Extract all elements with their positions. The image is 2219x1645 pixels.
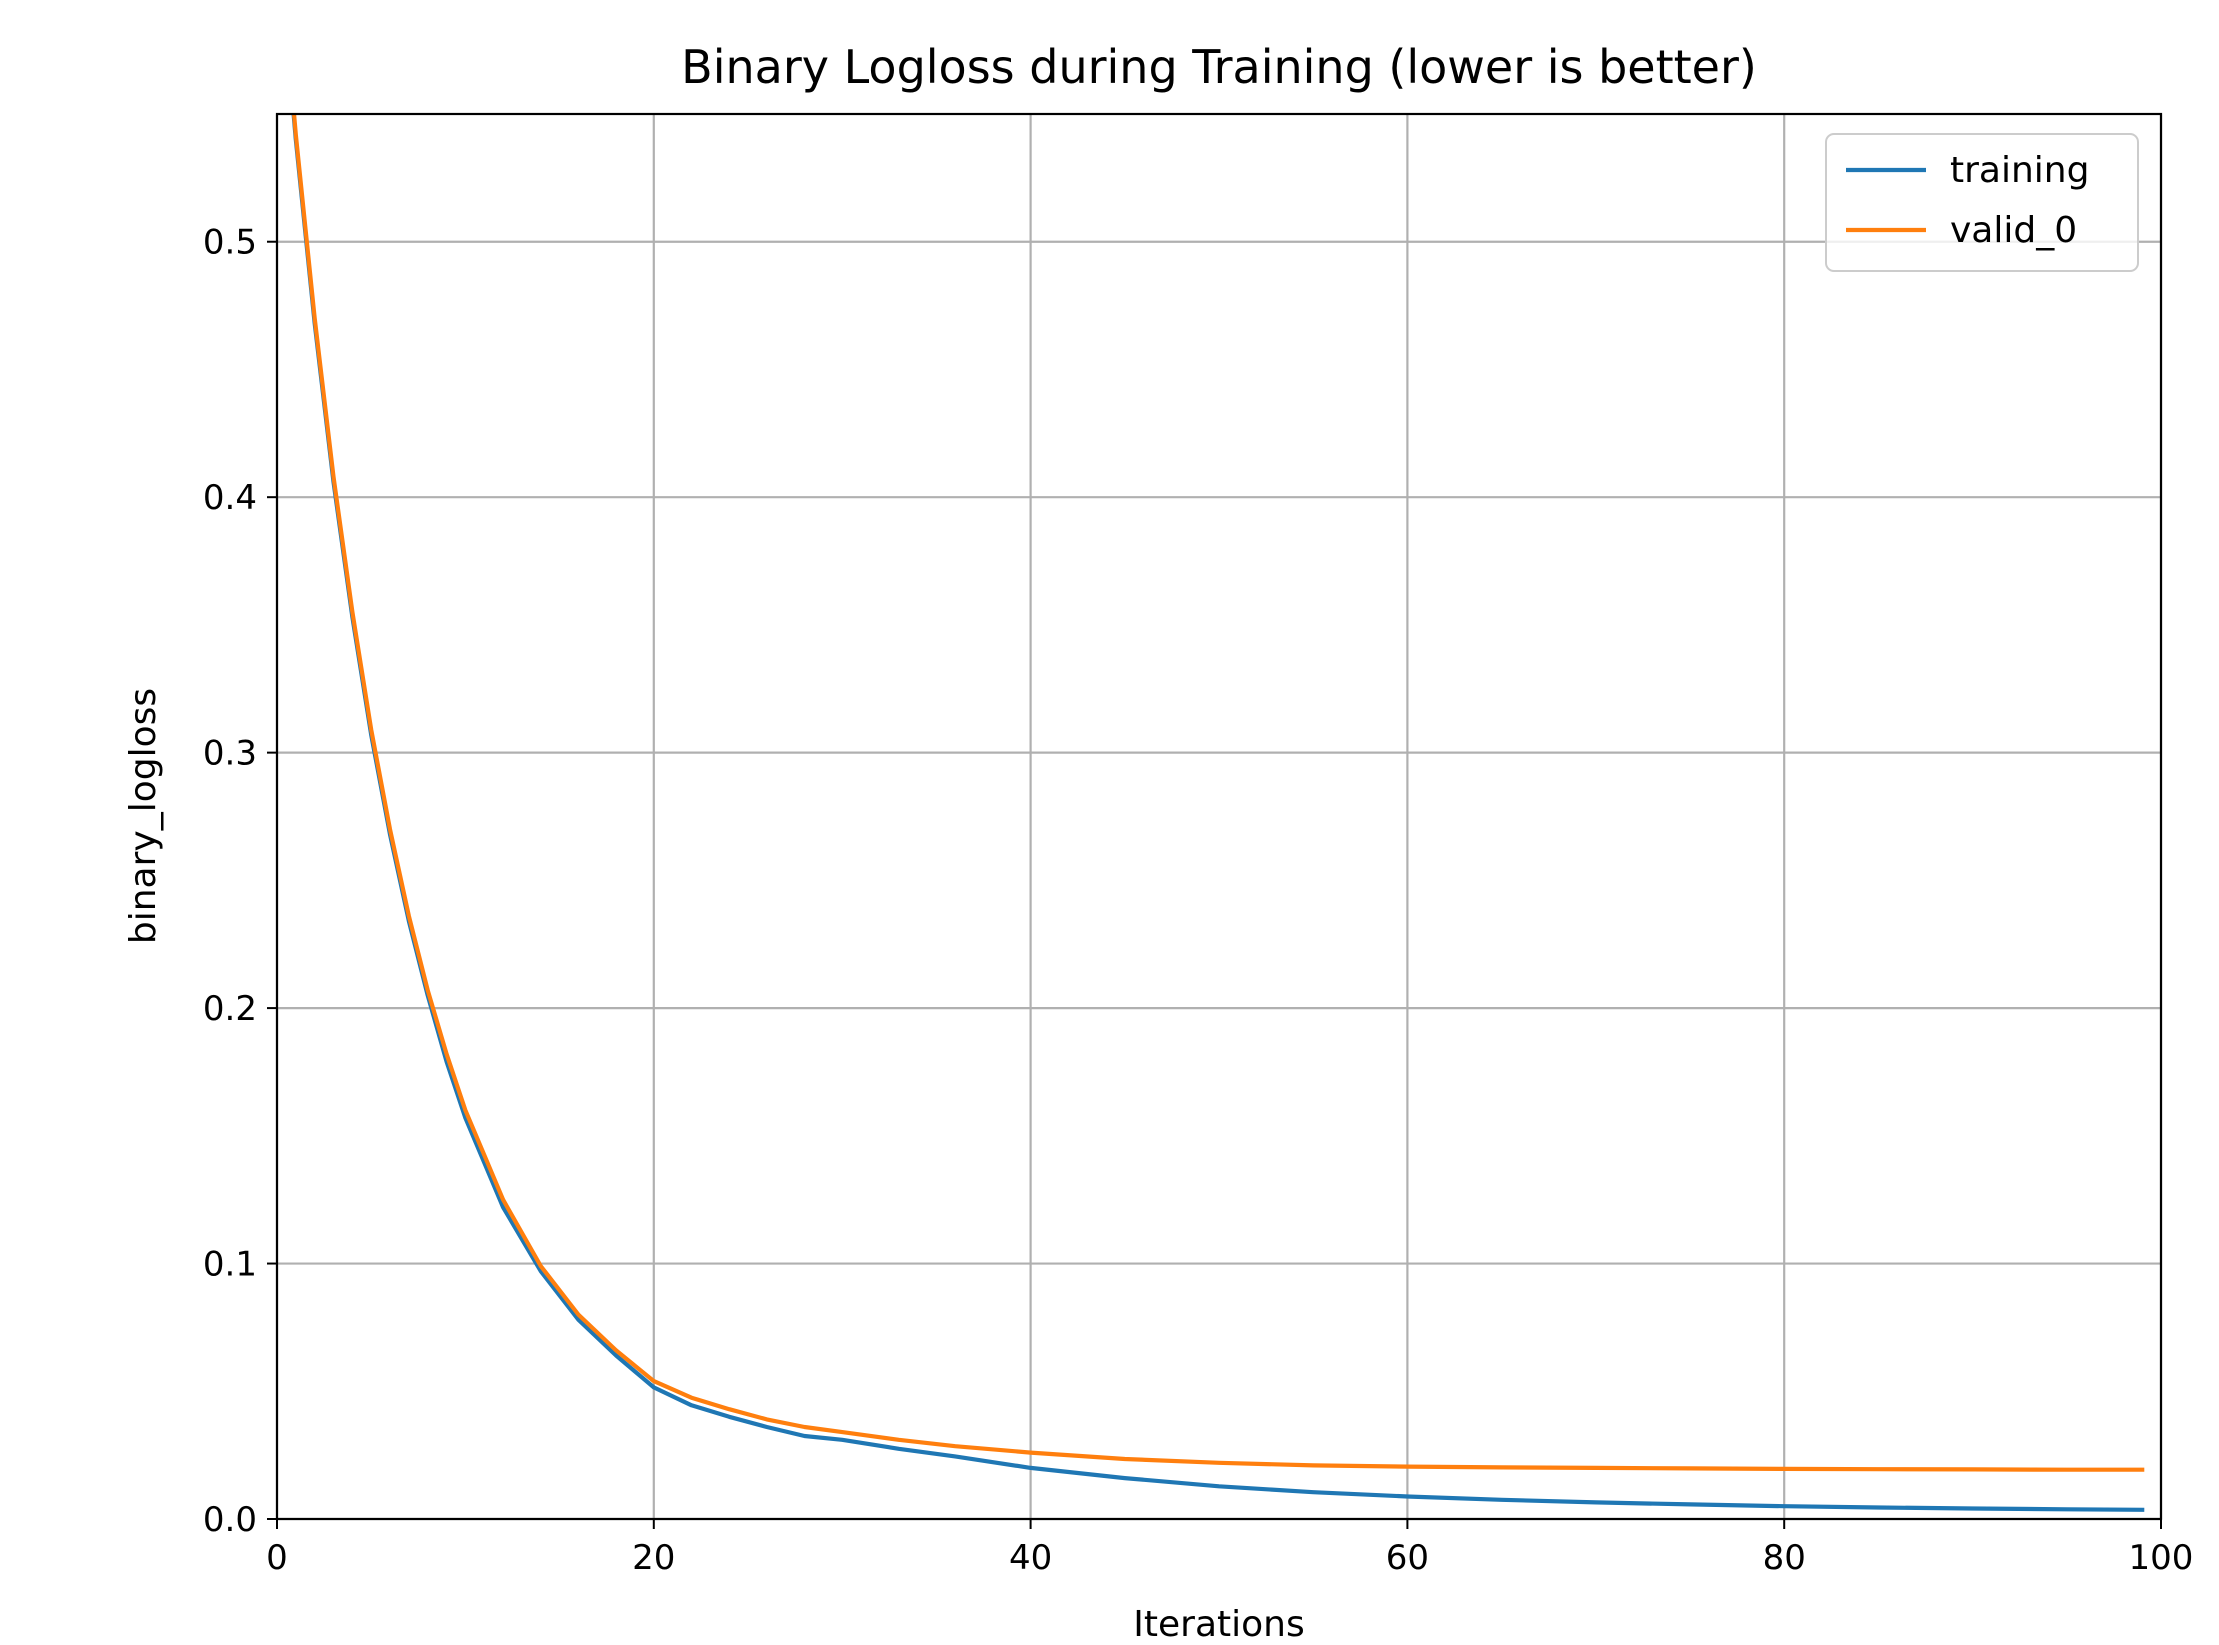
x-tick-label: 60: [1386, 1538, 1429, 1578]
legend-label-valid_0: valid_0: [1950, 210, 2077, 251]
legend-label-training: training: [1950, 150, 2089, 191]
y-tick-label: 0.2: [203, 989, 257, 1029]
chart-title: Binary Logloss during Training (lower is…: [681, 40, 1757, 94]
x-tick-label: 0: [266, 1538, 288, 1578]
y-tick-label: 0.4: [203, 478, 257, 518]
y-tick-label: 0.1: [203, 1245, 257, 1285]
x-tick-label: 20: [632, 1538, 675, 1578]
x-tick-label: 100: [2129, 1538, 2194, 1578]
x-tick-label: 80: [1763, 1538, 1806, 1578]
y-tick-label: 0.3: [203, 734, 257, 774]
x-axis-label: Iterations: [1133, 1604, 1304, 1645]
y-axis-label: binary_logloss: [123, 688, 164, 944]
series-group: [291, 114, 2145, 1512]
x-tick-label: 40: [1009, 1538, 1052, 1578]
series-line-valid_0: [291, 114, 2145, 1472]
plot-frame: [275, 112, 2163, 1521]
legend: training valid_0: [1825, 133, 2139, 272]
y-tick-label: 0.5: [203, 223, 257, 263]
y-tick-label: 0.0: [203, 1500, 257, 1540]
grid: [275, 114, 2163, 1521]
axis-ticks: 0 20 40 60 80 100 0.0 0.1 0.2 0.3 0.4 0.5: [203, 223, 2194, 1578]
